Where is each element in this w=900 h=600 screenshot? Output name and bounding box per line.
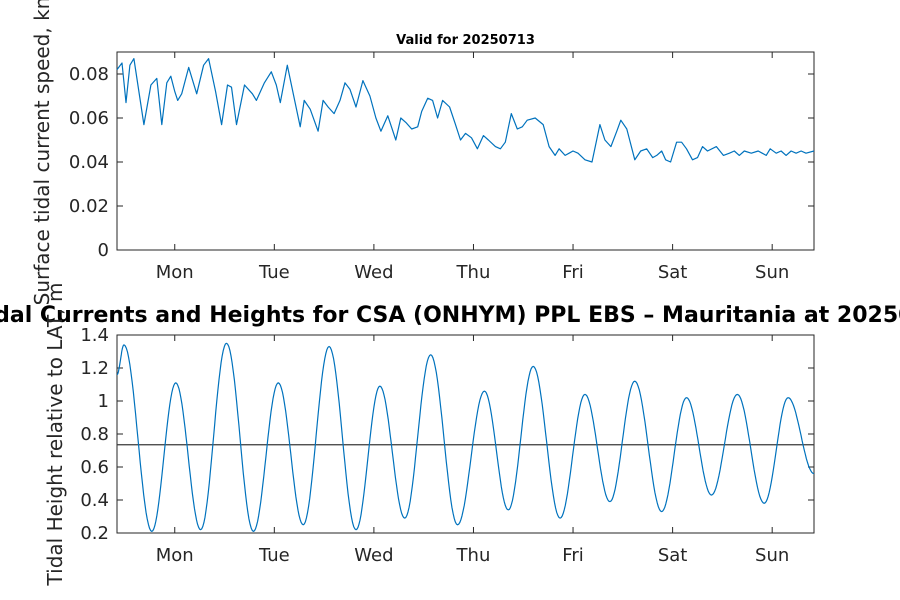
- x-tick-label: Sun: [755, 262, 789, 283]
- y-tick-label: 0.04: [69, 152, 109, 173]
- x-tick-label: Fri: [562, 545, 583, 566]
- y-tick-label: 0.8: [80, 424, 109, 445]
- y-tick-label: 0.2: [80, 523, 109, 544]
- tidal-height-panel: 0.2 0.4 0.6 0.8 1 1.2 1.4 Mon Tue Wed Thu Fri Sat Sun: [80, 325, 815, 566]
- tidal-height-line: [116, 342, 815, 532]
- y-tick-label: 1: [98, 391, 109, 412]
- figure-title: Tidal Currents and Heights for CSA (ONHY…: [0, 303, 900, 328]
- y-tick-label: 0.6: [80, 457, 109, 478]
- x-tick-label: Mon: [156, 262, 194, 283]
- x-tick-label: Sun: [755, 545, 789, 566]
- x-tick-label: Thu: [456, 262, 491, 283]
- x-tick-label: Wed: [354, 262, 393, 283]
- y-axis-label-current-speed: Surface tidal current speed, kn: [30, 0, 54, 305]
- y-tick-label: 0.02: [69, 196, 109, 217]
- plot-frame: [116, 51, 815, 251]
- current-speed-panel: 0 0.02 0.04 0.06 0.08 Mon Tue Wed Thu Fri Sat Sun: [69, 51, 815, 283]
- y-axis-label-tidal-height: Tidal Height relative to LAT, m: [43, 283, 67, 587]
- x-tick-label: Fri: [562, 262, 583, 283]
- panel-title-valid-date: Valid for 20250713: [396, 33, 535, 48]
- y-tick-label: 1.2: [80, 358, 109, 379]
- x-tick-label: Tue: [258, 262, 290, 283]
- current-speed-line: [116, 58, 815, 163]
- x-tick-label: Mon: [156, 545, 194, 566]
- y-tick-label: 0: [98, 240, 109, 261]
- x-tick-label: Wed: [354, 545, 393, 566]
- x-tick-label: Sat: [658, 545, 688, 566]
- x-tick-label: Thu: [456, 545, 491, 566]
- y-tick-label: 0.4: [80, 490, 109, 511]
- y-tick-label: 0.08: [69, 64, 109, 85]
- x-tick-label: Tue: [258, 545, 290, 566]
- x-tick-label: Sat: [658, 262, 688, 283]
- y-tick-label: 1.4: [80, 325, 109, 346]
- plot-frame: [116, 334, 815, 534]
- y-tick-label: 0.06: [69, 108, 109, 129]
